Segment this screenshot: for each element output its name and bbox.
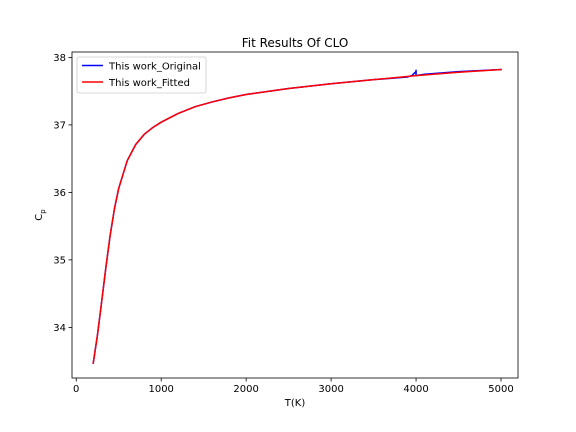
x-tick-label: 5000 — [488, 384, 513, 395]
y-tick-label: 35 — [53, 255, 66, 266]
y-axis-label-main: C — [34, 214, 45, 221]
plot-area — [92, 68, 502, 365]
legend: This work_Original This work_Fitted — [76, 56, 207, 94]
y-tick-label: 37 — [53, 120, 66, 131]
y-axis-label-subscript: p — [39, 209, 47, 214]
y-tick-label: 34 — [53, 323, 66, 334]
x-axis-label: T(K) — [284, 398, 306, 409]
legend-frame — [76, 56, 207, 94]
x-tick-label: 1000 — [148, 384, 173, 395]
axes-frame — [71, 51, 519, 379]
x-tick-label: 0 — [73, 384, 79, 395]
y-tick-label: 36 — [53, 188, 66, 199]
y-axis-label: Cp — [34, 209, 47, 221]
y-tick-label: 38 — [53, 53, 66, 64]
legend-label-fitted: This work_Fitted — [108, 78, 190, 89]
x-tick-label: 4000 — [403, 384, 428, 395]
x-tick-label: 3000 — [318, 384, 343, 395]
legend-label-original: This work_Original — [108, 62, 201, 73]
y-axis: 34 35 36 37 38 — [53, 53, 72, 334]
x-tick-label: 2000 — [233, 384, 258, 395]
series-line-fitted — [92, 68, 502, 365]
x-axis: 0 1000 2000 3000 4000 5000 — [73, 378, 514, 395]
chart-title: Fit Results Of CLO — [242, 36, 349, 50]
